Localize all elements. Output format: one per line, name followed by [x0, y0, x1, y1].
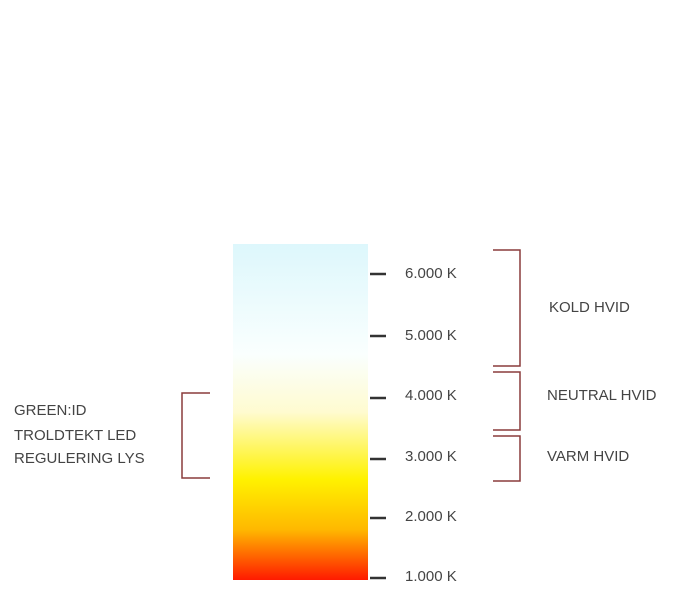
tick-label: 5.000 K: [405, 327, 457, 344]
scale-ticks: [370, 272, 386, 580]
color-gradient: [233, 244, 368, 580]
side-label: GREEN:ID: [14, 402, 87, 419]
tick-label: 1.000 K: [405, 568, 457, 585]
tick-label: 4.000 K: [405, 387, 457, 404]
range-label: KOLD HVID: [549, 299, 630, 316]
tick-label: 3.000 K: [405, 448, 457, 465]
range-label: VARM HVID: [547, 448, 629, 465]
tick-label: 2.000 K: [405, 508, 457, 525]
side-label: TROLDTEKT LED: [14, 427, 136, 444]
side-label: REGULERING LYS: [14, 450, 145, 467]
range-label: NEUTRAL HVID: [547, 387, 657, 404]
range-brackets: [181, 249, 521, 482]
tick-label: 6.000 K: [405, 265, 457, 282]
